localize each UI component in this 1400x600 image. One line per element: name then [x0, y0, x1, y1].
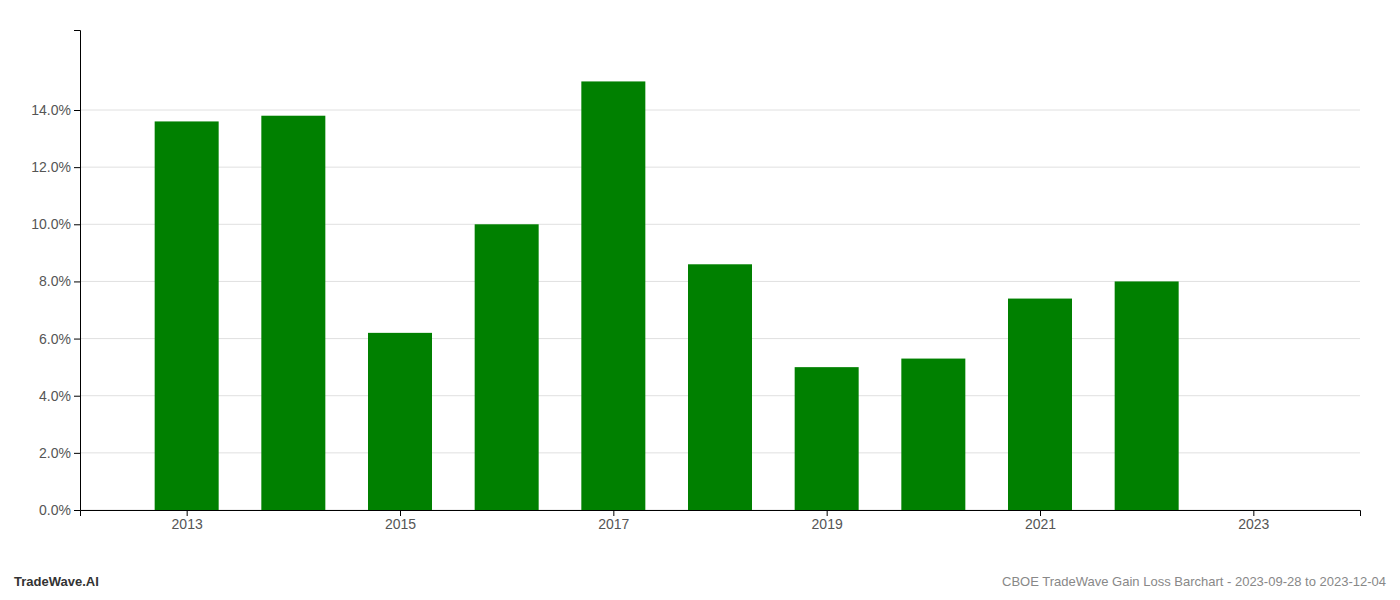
bar — [581, 81, 645, 510]
y-tick-label: 8.0% — [39, 273, 71, 289]
bar — [368, 333, 432, 510]
y-tick-label: 2.0% — [39, 445, 71, 461]
y-tick-mark — [74, 224, 80, 225]
x-tick: 2015 — [385, 510, 416, 532]
y-tick-label: 0.0% — [39, 502, 71, 518]
y-tick: 14.0% — [31, 102, 80, 118]
x-tick: 2019 — [812, 510, 843, 532]
x-tick: 2021 — [1025, 510, 1056, 532]
y-tick: 6.0% — [39, 331, 80, 347]
y-tick: 2.0% — [39, 445, 80, 461]
footer-text: TradeWave.AI — [14, 574, 99, 589]
bar — [795, 367, 859, 510]
x-tick-label: 2023 — [1238, 516, 1269, 532]
x-tick-label: 2021 — [1025, 516, 1056, 532]
bar — [1115, 281, 1179, 510]
x-tick-label: 2015 — [385, 516, 416, 532]
x-tick-label: 2017 — [598, 516, 629, 532]
y-tick-mark — [74, 510, 80, 511]
y-tick: 8.0% — [39, 273, 80, 289]
bar — [1008, 299, 1072, 510]
x-tick-label: 2013 — [172, 516, 203, 532]
x-tick-label: 2019 — [812, 516, 843, 532]
x-tick: 2023 — [1238, 510, 1269, 532]
y-tick-mark — [74, 453, 80, 454]
y-tick-mark — [74, 396, 80, 397]
y-tick-label: 4.0% — [39, 388, 71, 404]
axis-line — [74, 31, 81, 511]
y-tick-label: 6.0% — [39, 331, 71, 347]
y-tick-label: 14.0% — [31, 102, 71, 118]
y-tick: 0.0% — [39, 502, 80, 518]
y-tick-mark — [74, 167, 80, 168]
y-tick: 4.0% — [39, 388, 80, 404]
bars — [155, 81, 1179, 510]
y-tick-mark — [74, 339, 80, 340]
y-tick-mark — [74, 281, 80, 282]
y-tick-mark — [74, 110, 80, 111]
axis-line — [81, 511, 1361, 517]
x-tick: 2017 — [598, 510, 629, 532]
bar — [475, 224, 539, 510]
x-axis: 2013 2015 2017 2019 2021 2023 — [81, 510, 1361, 532]
y-tick: 10.0% — [31, 216, 80, 232]
x-tick: 2013 — [172, 510, 203, 532]
y-tick: 12.0% — [31, 159, 80, 175]
chart: 2013 2015 2017 2019 2021 2023 0.0% 2.0% 4.0% 6.0%… — [0, 0, 1400, 600]
y-tick-label: 12.0% — [31, 159, 71, 175]
footer-text: CBOE TradeWave Gain Loss Barchart - 2023… — [1002, 574, 1386, 589]
bar — [901, 359, 965, 510]
grid — [80, 110, 1360, 510]
y-axis: 0.0% 2.0% 4.0% 6.0% 8.0% 10.0% 12.0% 14.0% — [31, 31, 80, 518]
bar — [688, 264, 752, 510]
y-tick-label: 10.0% — [31, 216, 71, 232]
bar — [155, 121, 219, 510]
grid-line — [80, 110, 1360, 111]
plot-area: 2013 2015 2017 2019 2021 2023 0.0% 2.0% 4.0% 6.0%… — [31, 31, 1360, 532]
bar — [261, 116, 325, 510]
